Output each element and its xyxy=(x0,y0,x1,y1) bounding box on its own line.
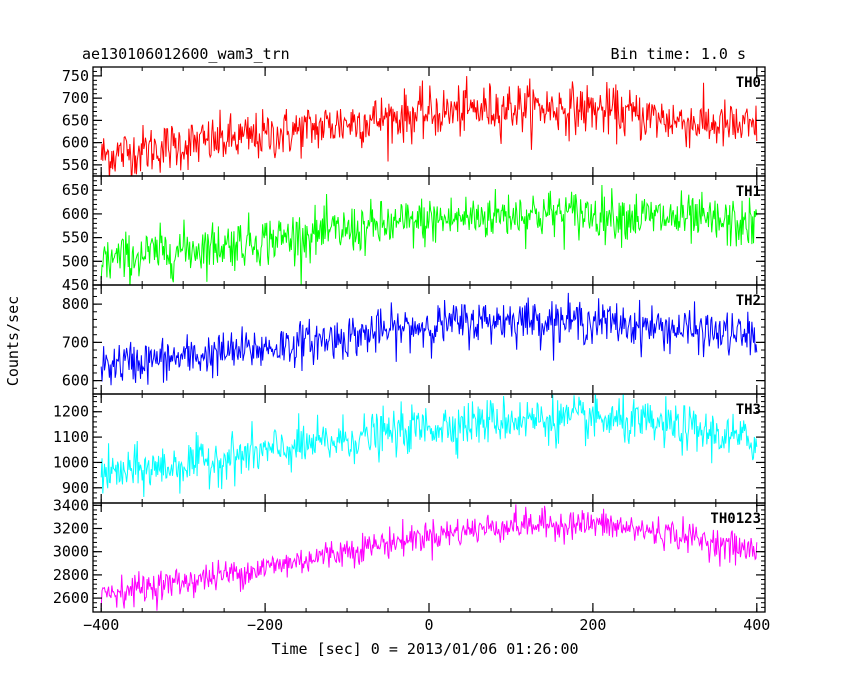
series-line-th1 xyxy=(100,185,758,285)
x-tick-label: −200 xyxy=(247,616,283,634)
y-tick-label: 3200 xyxy=(53,520,89,538)
x-tick-label: −400 xyxy=(83,616,119,634)
panels-group: 550 600 650 700 750 TH0 450 500 550 600 650 TH1 600 7… xyxy=(53,66,770,634)
y-tick-label: 900 xyxy=(62,479,89,497)
y-tick-label: 2600 xyxy=(53,589,89,607)
y-tick-label: 650 xyxy=(62,111,89,129)
panel-frame-th3 xyxy=(92,393,766,504)
y-tick-label: 2800 xyxy=(53,566,89,584)
series-line-th2 xyxy=(100,292,758,386)
y-tick-label: 550 xyxy=(62,156,89,174)
panel-label-th0: TH0 xyxy=(736,75,761,91)
y-tick-label: 750 xyxy=(62,67,89,85)
y-tick-label: 600 xyxy=(62,372,89,390)
series-line-th0 xyxy=(100,76,758,176)
series-line-th3 xyxy=(100,394,758,498)
y-tick-label: 550 xyxy=(62,229,89,247)
panel-label-th3: TH3 xyxy=(736,402,761,418)
y-tick-label: 1100 xyxy=(53,428,89,446)
y-tick-label: 3400 xyxy=(53,496,89,514)
x-tick-label: 0 xyxy=(424,616,433,634)
x-tick-label: 200 xyxy=(579,616,606,634)
x-axis-label: Time [sec] 0 = 2013/01/06 01:26:00 xyxy=(271,640,578,658)
y-axis-label: Counts/sec xyxy=(4,296,22,386)
y-tick-label: 450 xyxy=(62,276,89,294)
panel-label-th1: TH1 xyxy=(736,184,761,200)
bin-time-label: Bin time: 1.0 s xyxy=(611,45,746,63)
y-tick-label: 3000 xyxy=(53,543,89,561)
panel-label-th0123: TH0123 xyxy=(710,511,761,527)
y-tick-label: 1000 xyxy=(53,453,89,471)
y-tick-label: 650 xyxy=(62,181,89,199)
y-tick-label: 800 xyxy=(62,295,89,313)
y-tick-label: 700 xyxy=(62,333,89,351)
y-tick-label: 500 xyxy=(62,252,89,270)
panel-frame-th1 xyxy=(92,175,766,286)
y-tick-label: 600 xyxy=(62,134,89,152)
y-tick-label: 1200 xyxy=(53,403,89,421)
panel-label-th2: TH2 xyxy=(736,293,761,309)
series-line-th0123 xyxy=(100,504,758,611)
x-tick-label: 400 xyxy=(743,616,770,634)
chart-title: ae130106012600_wam3_trn xyxy=(82,45,290,63)
y-tick-label: 700 xyxy=(62,89,89,107)
y-tick-label: 600 xyxy=(62,205,89,223)
